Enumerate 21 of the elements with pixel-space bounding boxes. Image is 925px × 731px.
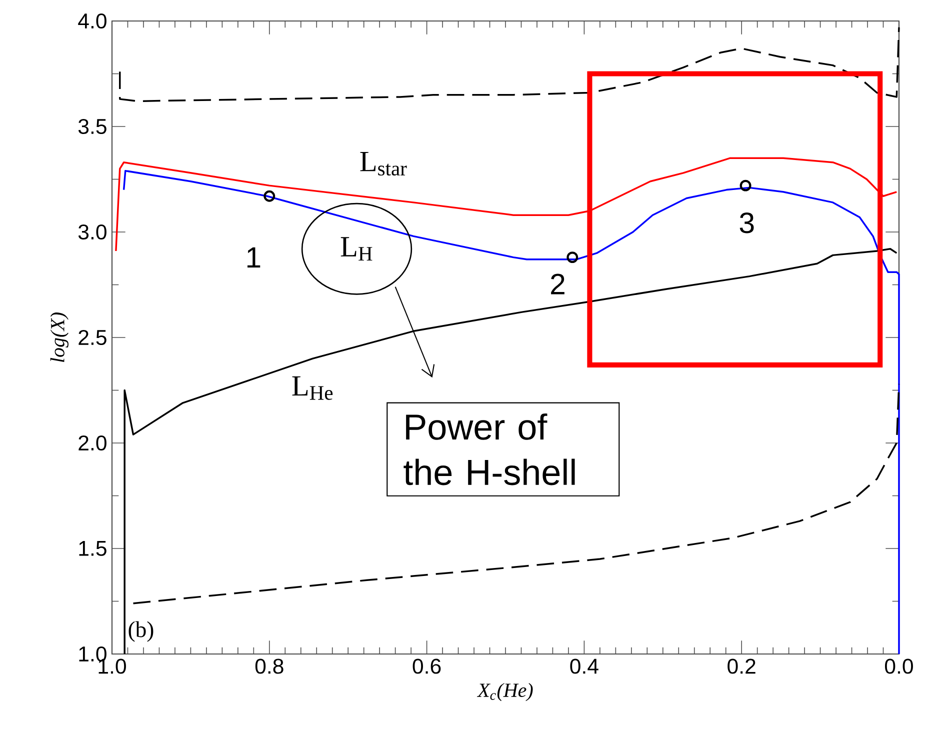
x-axis-title: X$_{c}$(He) [476, 682, 533, 702]
x-tick-label: 0.2 [728, 658, 756, 674]
series-label: L$_{star}$ [360, 152, 407, 176]
annotation: 3 [740, 212, 754, 234]
y-tick-label: 1.5 [79, 541, 106, 556]
y-axis-title: log(X) [50, 312, 68, 362]
series-label: L$_{He}$ [292, 376, 333, 400]
annotation: 1 [247, 247, 260, 268]
annotation: 2 [551, 274, 564, 294]
annotation: Power of the H-shell [404, 413, 575, 486]
y-tick-label: 2.0 [78, 435, 106, 451]
y-tick-label: 2.5 [78, 330, 106, 346]
x-tick-label: 0.8 [255, 658, 284, 674]
annotation: L$_{H}$ [340, 237, 372, 261]
x-tick-label: 0.0 [885, 658, 913, 674]
x-tick-label: 0.6 [412, 658, 441, 674]
y-tick-label: 3.5 [78, 118, 106, 134]
x-tick-label: 0.4 [570, 658, 598, 674]
annotation: (b) [128, 621, 154, 642]
y-tick-label: 4.0 [78, 13, 106, 29]
y-tick-label: 3.0 [78, 224, 106, 240]
